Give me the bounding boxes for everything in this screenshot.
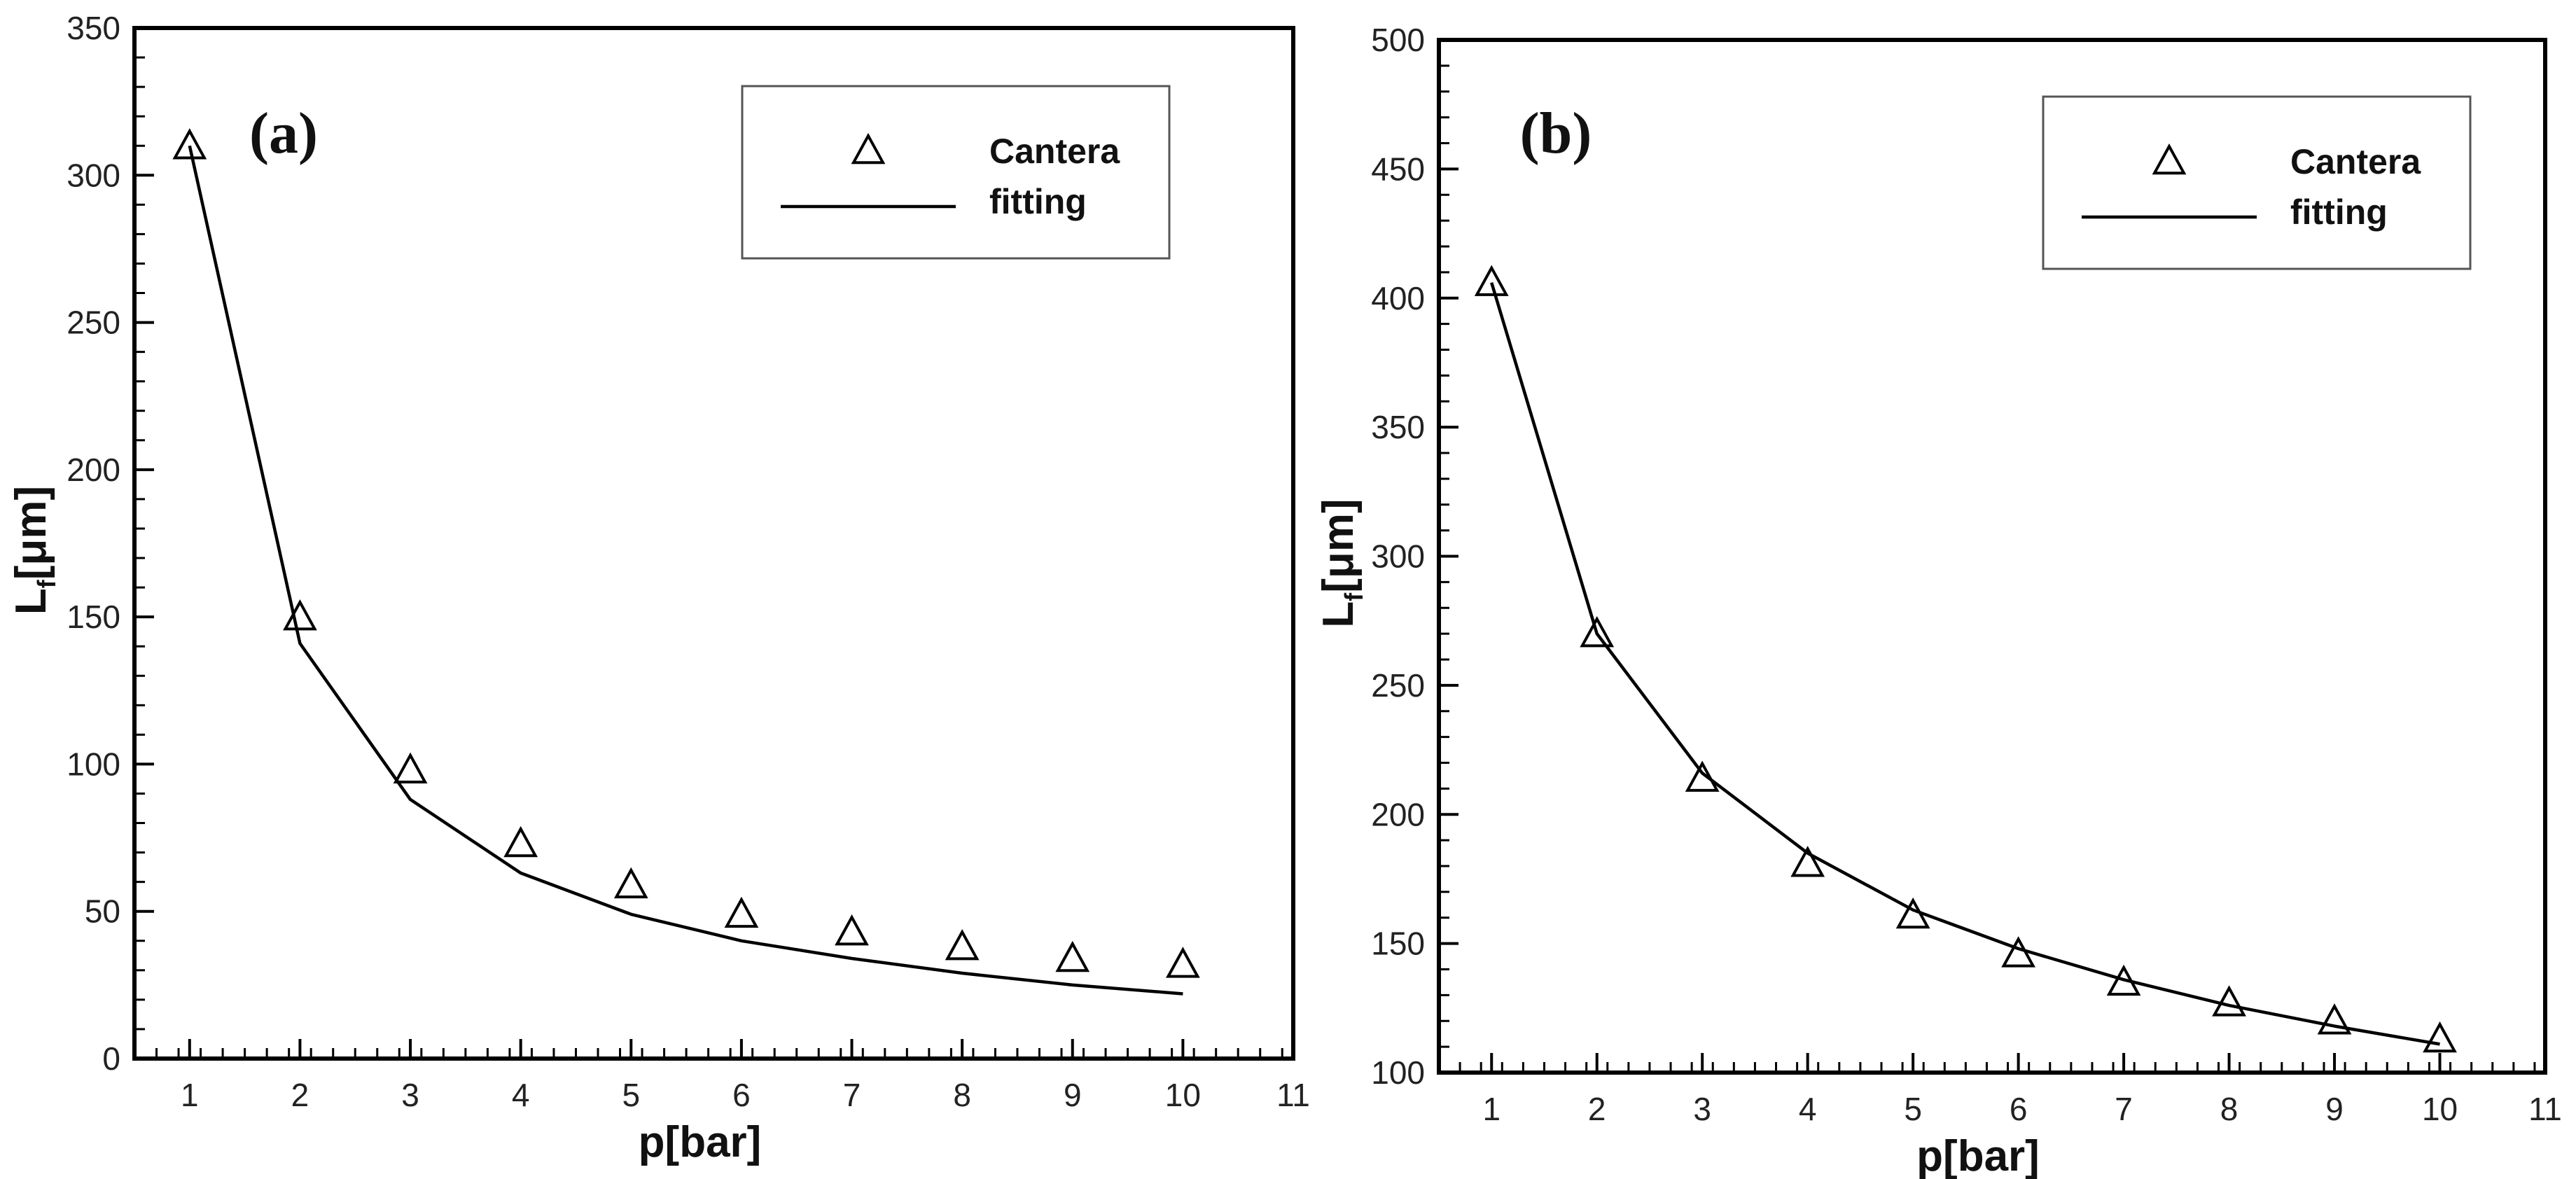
- x-tick-label: 5: [622, 1077, 640, 1113]
- x-tick-label: 8: [2220, 1091, 2239, 1127]
- legend-cantera-icon: [2152, 143, 2187, 175]
- cantera-marker: [503, 825, 538, 858]
- y-tick-label: 100: [67, 746, 120, 782]
- plot-frame: [132, 26, 1295, 1061]
- cantera-marker: [2212, 985, 2246, 1017]
- x-axis-title: p[bar]: [1916, 1132, 2040, 1179]
- legend-cantera-label: Cantera: [2290, 142, 2421, 181]
- cantera-marker: [2106, 964, 2141, 996]
- cantera-marker: [613, 867, 648, 899]
- x-tick-label: 7: [843, 1077, 861, 1113]
- x-tick-label: 2: [291, 1077, 309, 1113]
- y-tick-label: 450: [1371, 151, 1425, 187]
- x-tick-label: 10: [2422, 1091, 2458, 1127]
- y-axis-title-subscript: f: [1339, 592, 1368, 601]
- x-tick-label: 1: [1482, 1091, 1501, 1127]
- x-tick-label: 6: [732, 1077, 751, 1113]
- x-tick-label: 3: [401, 1077, 419, 1113]
- cantera-marker: [283, 599, 317, 631]
- x-tick-label: 11: [1276, 1077, 1310, 1113]
- fitting-line: [1490, 281, 2440, 1046]
- x-tick-label: 2: [1588, 1091, 1606, 1127]
- legend-cantera-label: Cantera: [989, 132, 1120, 171]
- y-tick-label: 350: [67, 10, 120, 46]
- x-tick-label: 11: [2528, 1091, 2562, 1127]
- cantera-marker: [945, 929, 980, 961]
- y-tick-label: 400: [1371, 280, 1425, 316]
- y-tick-label: 250: [67, 305, 120, 341]
- cantera-marker: [1790, 846, 1825, 877]
- cantera-marker: [1895, 897, 1930, 929]
- x-axis-title: p[bar]: [639, 1118, 762, 1166]
- legend-box: [741, 85, 1171, 260]
- panel-a: 1 2 3 4 5 6 7 8 9 10 11 0 50 100 150 200 250 300 350 p[bar]…: [7, 10, 1310, 1166]
- y-axis-title-unit: [μm]: [1314, 498, 1363, 592]
- y-tick-label: 300: [67, 157, 120, 193]
- legend-box: [2042, 95, 2472, 270]
- x-tick-label: 4: [1799, 1091, 1817, 1127]
- cantera-marker: [2423, 1021, 2457, 1053]
- cantera-marker: [835, 914, 869, 946]
- cantera-marker: [172, 128, 207, 160]
- x-tick-label: 9: [2325, 1091, 2344, 1127]
- y-axis-title-main: L: [1314, 601, 1363, 628]
- legend: Cantera fitting: [741, 85, 1171, 260]
- y-tick-label: 50: [85, 893, 120, 930]
- fitting-line: [188, 145, 1183, 996]
- legend-fitting-label: fitting: [2290, 193, 2388, 232]
- y-tick-label: 250: [1371, 667, 1425, 704]
- y-tick-label: 350: [1371, 409, 1425, 445]
- y-tick-label: 500: [1371, 22, 1425, 58]
- legend: Cantera fitting: [2042, 95, 2472, 270]
- x-tick-label: 5: [1904, 1091, 1922, 1127]
- y-tick-label: 300: [1371, 538, 1425, 575]
- panel-b: 1 2 3 4 5 6 7 8 9 10 11 100 150 200 250 300 350 400 450 500…: [1314, 22, 2562, 1179]
- x-tick-label: 1: [181, 1077, 199, 1113]
- y-tick-label: 150: [1371, 926, 1425, 962]
- cantera-marker: [1580, 615, 1615, 648]
- y-axis-title-unit: [μm]: [7, 486, 55, 580]
- cantera-marker: [1474, 265, 1509, 296]
- y-tick-label: 150: [67, 599, 120, 635]
- y-tick-label: 200: [1371, 796, 1425, 832]
- cantera-marker: [1166, 947, 1200, 978]
- panel-label: (a): [249, 101, 318, 166]
- x-tick-label: 7: [2115, 1091, 2133, 1127]
- y-axis-title: Lf[μm]: [7, 486, 61, 615]
- cantera-marker: [2317, 1003, 2352, 1035]
- cantera-marker: [2001, 936, 2036, 968]
- legend-cantera-icon: [851, 132, 886, 165]
- legend-fitting-label: fitting: [989, 182, 1087, 221]
- x-tick-label: 4: [512, 1077, 530, 1113]
- y-tick-label: 200: [67, 452, 120, 488]
- cantera-marker: [1055, 940, 1090, 972]
- y-axis-title-subscript: f: [32, 579, 61, 588]
- y-axis-title-main: L: [7, 588, 55, 615]
- y-tick-label: 0: [102, 1040, 120, 1077]
- cantera-marker: [1685, 760, 1720, 792]
- x-tick-label: 3: [1693, 1091, 1711, 1127]
- cantera-marker: [724, 896, 759, 928]
- panel-label: (b): [1520, 101, 1592, 166]
- y-tick-label: 100: [1371, 1054, 1425, 1091]
- x-tick-label: 8: [953, 1077, 971, 1113]
- cantera-marker: [393, 752, 428, 784]
- x-tick-label: 10: [1165, 1077, 1201, 1113]
- y-axis-title: Lf[μm]: [1314, 498, 1368, 627]
- x-tick-label: 6: [2010, 1091, 2028, 1127]
- x-tick-label: 9: [1064, 1077, 1082, 1113]
